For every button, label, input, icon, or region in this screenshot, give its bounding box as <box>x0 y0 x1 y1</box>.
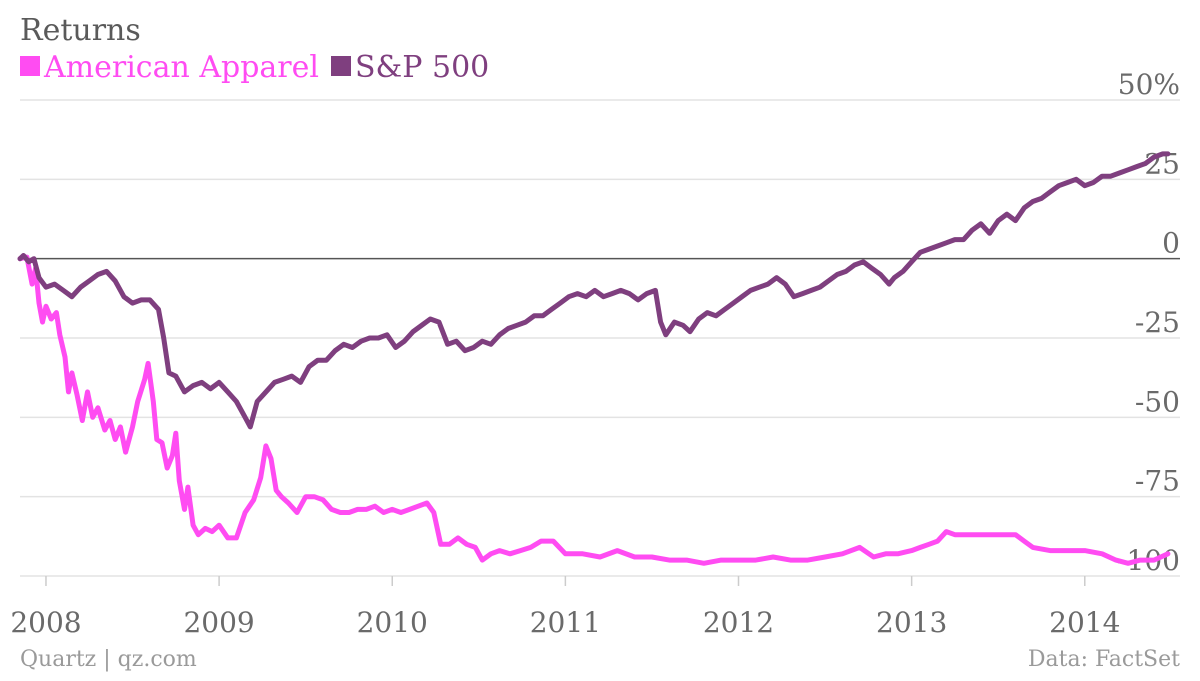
x-axis: 2008 2009 2010 2011 2012 2013 2014 <box>10 576 1120 639</box>
y-tick-label: -25 <box>1135 306 1180 339</box>
series-line-american-apparel <box>17 254 1171 566</box>
legend-label-sp500: S&P 500 <box>355 50 489 85</box>
x-tick-label: 2008 <box>10 606 81 639</box>
y-axis: 50%250-25-50-75-100 <box>1117 68 1180 577</box>
y-tick-label: 50% <box>1118 68 1180 101</box>
series-lines <box>17 151 1171 566</box>
x-tick-label: 2014 <box>1049 606 1120 639</box>
y-tick-label: 0 <box>1162 227 1180 260</box>
x-tick-label: 2010 <box>357 606 428 639</box>
legend-swatch-american-apparel <box>20 56 40 76</box>
source-credit: Quartz | qz.com <box>20 647 197 672</box>
y-tick-label: -75 <box>1135 465 1180 498</box>
series-line-sp500 <box>17 151 1171 430</box>
x-tick-label: 2013 <box>876 606 947 639</box>
legend: American Apparel S&P 500 <box>20 50 489 85</box>
gridlines <box>20 99 1180 577</box>
chart-title: Returns <box>20 13 141 48</box>
data-source: Data: FactSet <box>1028 647 1180 672</box>
legend-label-american-apparel: American Apparel <box>43 50 319 85</box>
x-tick-label: 2011 <box>530 606 601 639</box>
x-tick-label: 2009 <box>183 606 254 639</box>
y-tick-label: -50 <box>1135 385 1180 418</box>
x-tick-label: 2012 <box>703 606 774 639</box>
legend-swatch-sp500 <box>331 56 351 76</box>
